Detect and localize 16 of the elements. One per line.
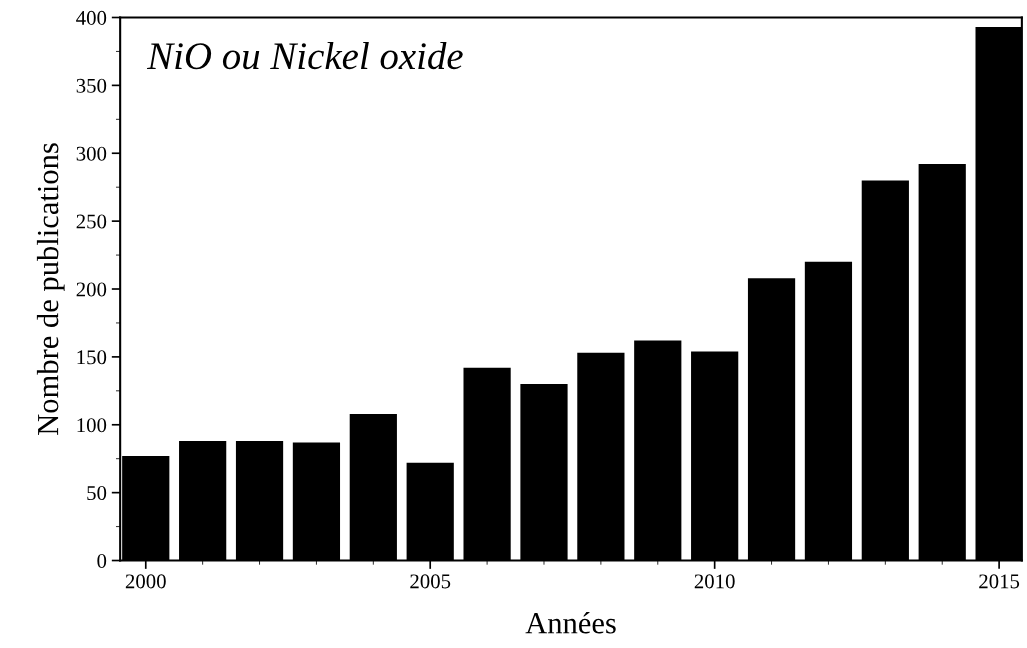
x-tick-label: 2000 (125, 574, 166, 589)
y-tick-label: 400 (76, 10, 107, 25)
y-tick-label: 50 (87, 486, 107, 501)
x-tick-label: 2010 (694, 574, 735, 589)
y-tick-label: 250 (76, 214, 107, 229)
y-tick-label: 200 (76, 282, 107, 297)
chart-title: NiO ou Nickel oxide (146, 41, 463, 70)
y-tick-label: 150 (77, 350, 107, 365)
x-axis-title: Années (525, 612, 616, 634)
x-tick-label: 2015 (979, 574, 1020, 589)
y-tick-label: 300 (76, 146, 107, 161)
y-axis-title: Nombre de publications (36, 143, 65, 435)
y-tick-label: 0 (97, 553, 107, 568)
x-tick-label: 2005 (410, 574, 451, 589)
y-tick-label: 350 (76, 78, 107, 93)
y-tick-label: 100 (77, 418, 107, 433)
